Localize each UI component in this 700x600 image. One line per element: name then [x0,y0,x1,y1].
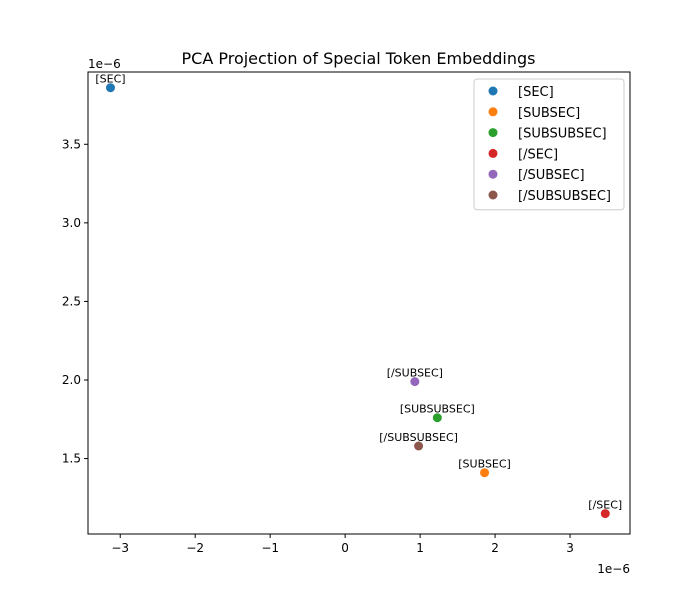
data-point [414,441,424,451]
data-points [105,83,610,519]
legend-entry: [SEC] [518,85,554,100]
axes-border [87,71,631,535]
point-labels: [SEC] [SUBSEC] [SUBSUBSEC] [/SEC] [/SUBSEC] [… [95,73,622,512]
data-point [480,468,490,478]
x-tick-label: 3 [566,541,574,555]
legend-entry: [SUBSEC] [518,106,580,121]
chart-title: PCA Projection of Special Token Embeddin… [182,49,536,68]
data-label: [SUBSEC] [458,458,511,471]
x-tick-label: 0 [341,541,349,555]
legend-marker [488,107,498,117]
y-tick-label: 3.0 [62,216,81,230]
y-tick-label: 1.5 [62,452,81,466]
data-label: [/SEC] [588,499,622,512]
legend-entry: [/SEC] [518,147,558,162]
y-axis-offset-label: 1e−6 [88,57,121,71]
x-tick-label: −1 [261,541,279,555]
y-tick-label: 3.5 [62,137,81,151]
data-label: [SEC] [95,73,125,86]
legend-marker [488,128,498,138]
y-tick-label: 2.5 [62,294,81,308]
legend-marker [488,86,498,96]
legend-marker [488,169,498,179]
legend: [SEC] [SUBSEC] [SUBSUBSEC] [/SEC] [/SUBSEC] [… [473,78,625,211]
data-point [600,509,610,519]
legend-entry: [/SUBSEC] [518,168,585,183]
data-point [432,413,442,423]
legend-box [473,78,625,211]
x-axis-offset-label: 1e−6 [597,562,630,576]
legend-marker [488,148,498,158]
legend-entry: [SUBSUBSEC] [518,127,607,142]
data-label: [/SUBSUBSEC] [379,431,458,444]
legend-entry: [/SUBSUBSEC] [518,189,611,204]
y-tick-label: 2.0 [62,373,81,387]
legend-marker [488,190,498,200]
x-axis: −3 −2 −1 0 1 2 3 [111,534,574,555]
y-axis: 1.5 2.0 2.5 3.0 3.5 [62,137,88,466]
data-point [105,83,115,93]
x-tick-label: −3 [111,541,129,555]
plot-area [87,71,631,535]
data-label: [/SUBSEC] [387,367,443,380]
x-tick-label: −2 [186,541,204,555]
x-tick-label: 1 [416,541,424,555]
data-point [410,377,420,387]
data-label: [SUBSUBSEC] [400,403,475,416]
x-tick-label: 2 [491,541,499,555]
